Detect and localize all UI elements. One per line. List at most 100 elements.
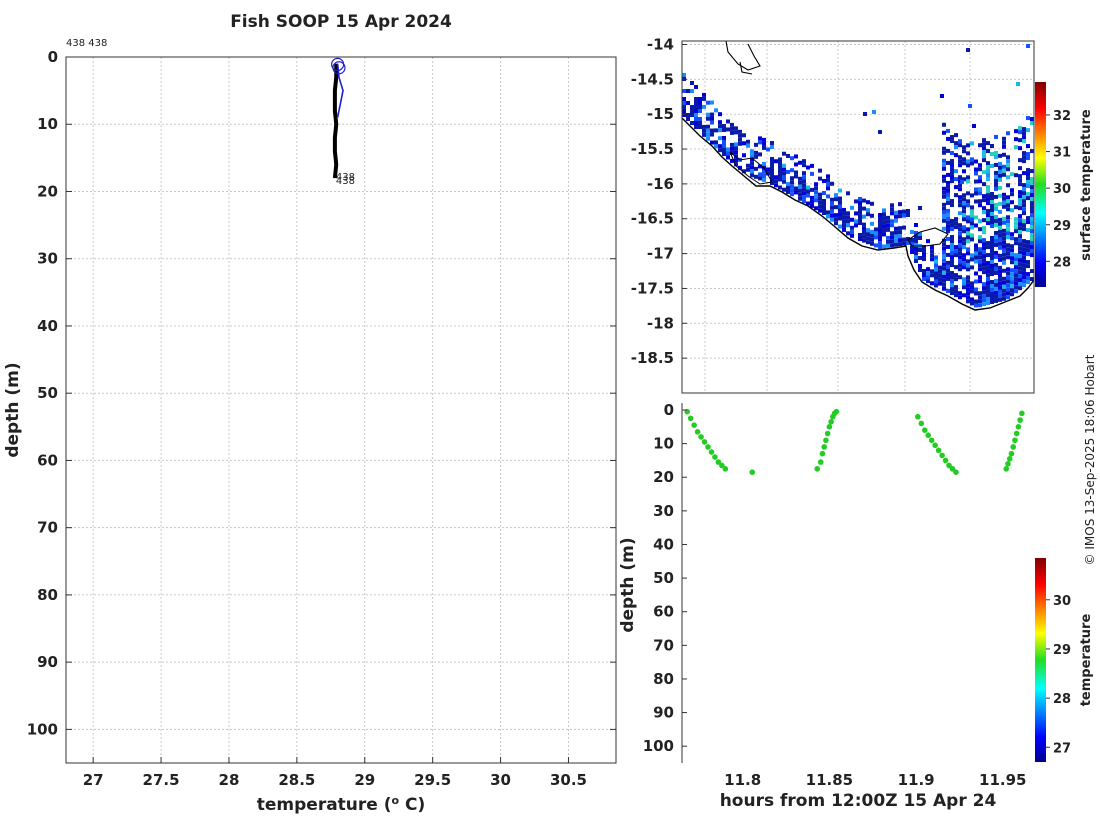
sst-cell bbox=[818, 196, 822, 201]
sst-cell bbox=[1006, 283, 1010, 288]
sst-cell bbox=[1018, 234, 1022, 239]
sst-cell bbox=[970, 161, 974, 166]
sst-cell bbox=[710, 120, 714, 125]
sst-cell bbox=[1030, 245, 1034, 250]
sst-cell bbox=[1014, 277, 1018, 282]
temperature-colorbar-tick-label: 29 bbox=[1053, 643, 1071, 658]
sst-cell bbox=[910, 242, 914, 246]
sst-cell bbox=[918, 268, 922, 272]
profile-plot-frame bbox=[65, 56, 617, 764]
sst-cell bbox=[762, 177, 766, 182]
sst-cell bbox=[998, 265, 1002, 270]
depth-time-x-label: hours from 12:00Z 15 Apr 24 bbox=[720, 791, 997, 811]
sst-cell bbox=[762, 137, 766, 142]
sst-cell bbox=[726, 151, 730, 156]
x-tick-label: 27.5 bbox=[143, 771, 180, 789]
map-y-tick-label: -15 bbox=[647, 105, 674, 123]
sst-cell bbox=[686, 101, 690, 105]
sst-cell bbox=[890, 231, 894, 236]
depth-time-point bbox=[939, 452, 945, 459]
sst-cell bbox=[958, 227, 962, 232]
sst-cell bbox=[1026, 128, 1030, 133]
sst-cell bbox=[974, 199, 978, 204]
sst-cell bbox=[950, 263, 954, 268]
sst-cell bbox=[842, 219, 846, 224]
sst-cell bbox=[818, 176, 822, 181]
sst-cell bbox=[970, 237, 974, 242]
sst-cell bbox=[858, 213, 862, 217]
sst-cell bbox=[942, 226, 946, 231]
sst-cell bbox=[698, 109, 702, 113]
sst-cell bbox=[994, 254, 998, 259]
sst-cell bbox=[962, 177, 966, 182]
sst-cell bbox=[962, 193, 966, 198]
sst-cell bbox=[750, 169, 754, 174]
sst-cell bbox=[798, 192, 802, 197]
sst-cell bbox=[774, 175, 778, 180]
sst-cell bbox=[1022, 239, 1026, 244]
profile-marker bbox=[332, 61, 346, 75]
depth-time-point bbox=[953, 469, 959, 475]
sst-cell bbox=[938, 265, 942, 270]
sst-cell bbox=[942, 250, 946, 255]
depth-time-y-tick-label: 80 bbox=[653, 670, 674, 688]
sst-cell bbox=[942, 162, 946, 167]
sst-cell bbox=[1022, 271, 1026, 276]
sst-cell bbox=[734, 142, 738, 147]
sst-cell bbox=[966, 175, 970, 180]
sst-cell bbox=[986, 149, 990, 154]
sst-cell bbox=[734, 162, 738, 167]
sst-cell bbox=[1018, 238, 1022, 243]
sst-cell bbox=[990, 248, 994, 252]
sst-colorbar-label: surface temperature bbox=[1079, 109, 1094, 261]
sst-cell bbox=[862, 214, 866, 219]
sst-map: -14 -14.5 -15 -15.5 -16 -16.5 -17 -17.5 -18 -18.5… bbox=[631, 35, 1094, 418]
sst-cell bbox=[766, 167, 770, 172]
sst-cell bbox=[886, 227, 890, 232]
sst-cell bbox=[1010, 256, 1014, 261]
sst-cell bbox=[930, 269, 934, 274]
sst-cell bbox=[818, 208, 822, 213]
sst-cell bbox=[946, 200, 950, 205]
sst-cell bbox=[1002, 248, 1006, 253]
map-y-tick-label: -14 bbox=[647, 35, 674, 53]
depth-time-point bbox=[1017, 417, 1023, 423]
sst-cell bbox=[938, 277, 942, 282]
x-axis-label: temperature (o C) bbox=[257, 794, 426, 815]
sst-cell bbox=[942, 206, 946, 211]
sst-cell bbox=[1014, 205, 1018, 210]
sst-cell bbox=[846, 211, 850, 216]
sst-cell bbox=[1014, 285, 1018, 290]
sst-cell bbox=[950, 199, 954, 204]
sst-cell bbox=[1002, 284, 1006, 289]
sst-cell bbox=[782, 171, 786, 176]
coastline-peninsula bbox=[907, 227, 949, 247]
sst-cell bbox=[718, 120, 722, 125]
depth-time-y-tick-label: 60 bbox=[653, 603, 674, 621]
sst-cell bbox=[810, 163, 814, 168]
depth-time-y-tick-label: 90 bbox=[653, 704, 674, 722]
sst-cell bbox=[938, 269, 942, 274]
sst-cell bbox=[986, 293, 990, 298]
sst-cell bbox=[946, 160, 950, 165]
sst-cell bbox=[774, 183, 778, 188]
sst-cell bbox=[754, 174, 758, 179]
sst-cell bbox=[962, 293, 966, 298]
depth-time-point bbox=[932, 442, 938, 449]
sst-cell bbox=[922, 277, 926, 281]
x-tick-label: 27 bbox=[83, 771, 104, 789]
sst-cell bbox=[1030, 209, 1034, 214]
sst-cell bbox=[686, 89, 690, 93]
sst-cell bbox=[958, 255, 962, 260]
sst-cell bbox=[978, 219, 982, 224]
sst-cell bbox=[872, 110, 876, 114]
sst-cell bbox=[854, 223, 858, 228]
sst-cell bbox=[842, 215, 846, 220]
sst-cell bbox=[1030, 229, 1034, 234]
sst-cell bbox=[770, 177, 774, 181]
sst-cell bbox=[1006, 267, 1010, 272]
sst-cell bbox=[1010, 192, 1014, 197]
sst-cell bbox=[710, 112, 714, 117]
sst-cell bbox=[1014, 129, 1018, 134]
sst-cell bbox=[966, 199, 970, 204]
